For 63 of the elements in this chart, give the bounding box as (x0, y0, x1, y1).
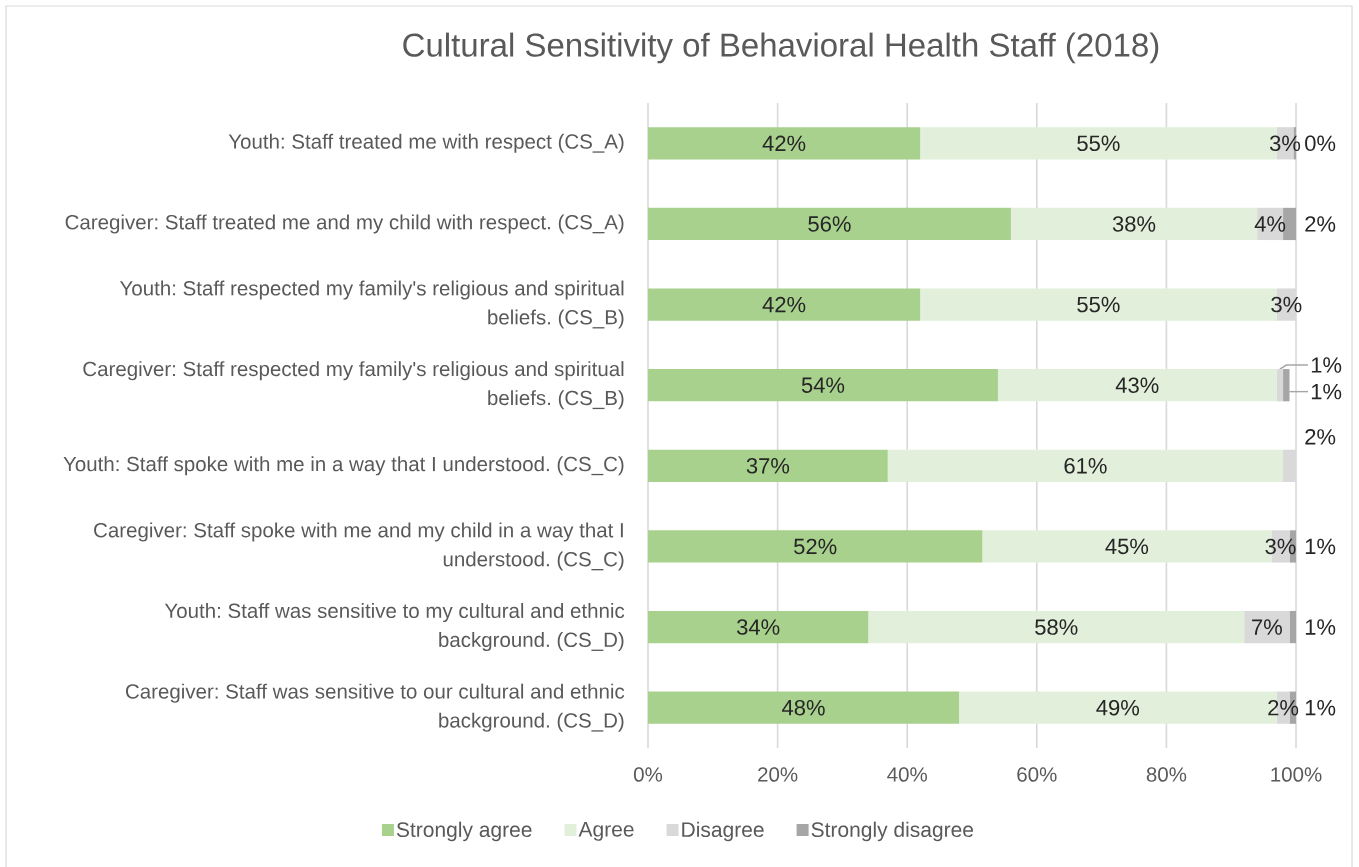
bar (648, 449, 888, 482)
data-label: 3% (1269, 135, 1301, 152)
bar (648, 207, 1011, 241)
data-label: 2% (1305, 429, 1336, 445)
y-tick-label: Caregiver: Staff respected my family's religious and spiritual beliefs. (CS_B) (83, 361, 624, 410)
data-label: 42% (762, 296, 806, 313)
y-tick-label: Youth: Staff spoke with me in a way that I understood. (CS_C) (63, 456, 624, 476)
data-label: 42% (762, 135, 806, 152)
data-label: 1% (1305, 619, 1336, 635)
data-label: 55% (1077, 296, 1120, 313)
bar (1276, 369, 1284, 402)
data-label: 2% (1305, 216, 1336, 232)
data-label: 3% (1265, 538, 1296, 555)
x-tick-label: 20% (758, 767, 798, 782)
y-tick-label: Caregiver: Staff treated me and my child with respect. (CS_A) (65, 214, 624, 234)
data-label: 1% (1311, 357, 1342, 373)
data-label: 1% (1305, 538, 1336, 555)
data-label: 0% (1305, 135, 1336, 152)
data-label: 43% (1115, 377, 1159, 393)
bar (648, 610, 869, 644)
data-label: 56% (808, 216, 851, 232)
data-label: 7% (1252, 619, 1282, 635)
x-tick-label: 60% (1017, 767, 1057, 782)
data-label: 52% (794, 538, 837, 555)
data-label: 4% (1254, 216, 1286, 232)
bar (1244, 610, 1290, 644)
y-tick-label: Caregiver: Staff spoke with me and my child in a way that I understood. (CS_C) (94, 522, 624, 571)
data-label: 55% (1077, 135, 1120, 152)
legend-label: Strongly disagree (811, 821, 974, 842)
data-label: 48% (782, 699, 825, 716)
data-label: 58% (1035, 619, 1078, 635)
data-label: 38% (1112, 216, 1156, 232)
y-tick-label: Youth: Staff was sensitive to my cultural and ethnic background. (CS_D) (164, 603, 625, 652)
data-label: 54% (801, 377, 845, 393)
chart-title: Cultural Sensitivity of Behavioral Health Staff (2018) (403, 32, 1159, 64)
bar (868, 610, 1245, 644)
legend-label: Strongly agree (396, 821, 532, 842)
bar (648, 691, 960, 724)
y-tick-label: Youth: Staff respected my family's religious and spiritual beliefs. (CS_B) (119, 280, 624, 329)
bar (1289, 610, 1297, 644)
y-tick-label: Youth: Staff treated me with respect (CS_A) (228, 133, 624, 153)
bar (648, 369, 998, 402)
data-label: 49% (1096, 699, 1140, 716)
data-label: 2% (1268, 699, 1299, 716)
bar (887, 449, 1284, 482)
x-tick-label: 0% (633, 767, 663, 782)
data-label: 1% (1305, 699, 1336, 716)
bar (997, 369, 1277, 402)
data-label: 37% (746, 458, 790, 474)
data-label: 1% (1311, 383, 1342, 400)
legend-label: Disagree (682, 821, 764, 842)
data-label: 3% (1271, 296, 1302, 313)
x-tick-label: 80% (1146, 767, 1187, 782)
data-label: 45% (1105, 538, 1149, 555)
bar (648, 530, 983, 563)
y-tick-label: Caregiver: Staff was sensitive to our cultural and ethnic background. (CS_D) (125, 683, 625, 732)
legend-label: Agree (578, 822, 634, 841)
data-label: 34% (736, 619, 780, 635)
x-tick-label: 40% (887, 767, 927, 782)
bar (648, 288, 921, 321)
x-tick-label: 100% (1271, 767, 1322, 782)
data-label: 61% (1064, 458, 1107, 474)
bar (648, 127, 921, 160)
